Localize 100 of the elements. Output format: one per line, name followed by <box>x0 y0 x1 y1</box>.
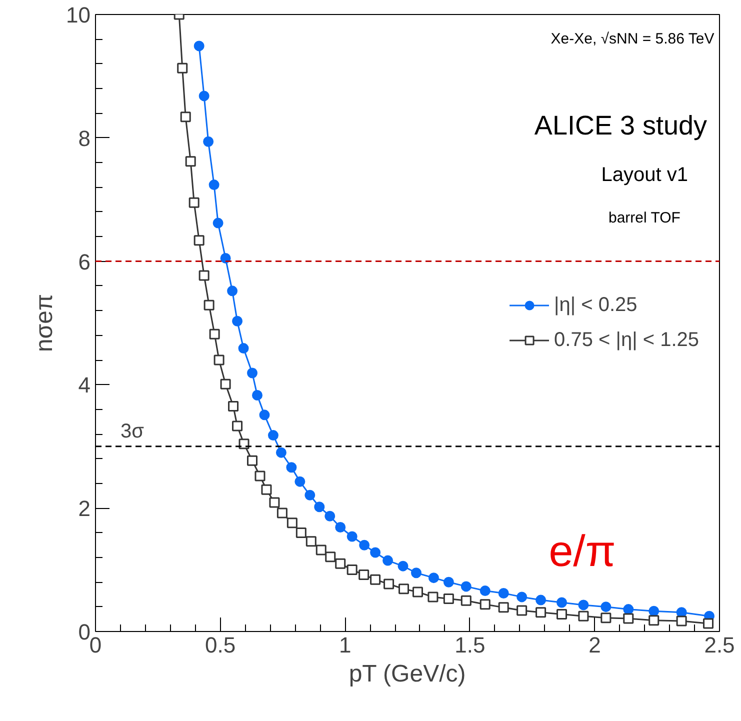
point <box>259 410 270 420</box>
point <box>252 390 262 400</box>
x-tick-label: 2 <box>588 632 601 658</box>
point <box>194 235 204 246</box>
point <box>247 368 258 378</box>
point <box>536 594 546 606</box>
point <box>443 594 454 604</box>
y-tick-label: 2 <box>78 496 91 522</box>
point <box>410 568 422 578</box>
x-tick-label: 1 <box>338 632 352 658</box>
y-tick-label: 10 <box>66 2 91 28</box>
point <box>268 430 278 441</box>
point <box>203 136 214 147</box>
ref-line-label: 3σ <box>120 420 145 442</box>
point <box>428 592 438 602</box>
point <box>286 518 298 528</box>
point <box>516 592 528 602</box>
annotation: ALICE 3 study <box>534 110 708 141</box>
point <box>600 602 612 612</box>
annotation: barrel TOF <box>608 210 680 227</box>
legend-label: 0.75 < |η| < 1.25 <box>554 328 699 352</box>
point <box>194 40 204 52</box>
point <box>238 343 249 354</box>
point <box>556 608 568 620</box>
point <box>220 252 231 264</box>
point <box>578 600 589 610</box>
legend-label: |η| < 0.25 <box>554 294 638 316</box>
point <box>335 558 346 569</box>
point <box>325 552 336 562</box>
point <box>398 560 408 572</box>
point <box>254 470 266 482</box>
point <box>370 574 381 585</box>
point <box>204 300 214 310</box>
point <box>358 569 370 580</box>
point <box>269 497 280 508</box>
point <box>460 595 472 606</box>
point <box>384 578 394 590</box>
y-tick-label: 8 <box>78 126 91 151</box>
point <box>306 536 316 547</box>
point <box>398 584 410 594</box>
point <box>214 354 224 366</box>
point <box>648 615 660 626</box>
point <box>238 438 250 450</box>
point <box>359 540 370 550</box>
point <box>556 597 568 608</box>
point <box>232 316 243 326</box>
point <box>232 420 243 432</box>
point <box>198 270 210 281</box>
point <box>185 156 196 167</box>
point <box>276 508 288 518</box>
x-tick-label: 0.5 <box>205 632 236 658</box>
point <box>370 547 381 558</box>
point <box>294 476 306 487</box>
point <box>443 576 454 588</box>
point <box>480 586 490 596</box>
point <box>304 490 316 500</box>
point <box>623 604 634 615</box>
point <box>460 581 472 592</box>
point <box>623 613 634 624</box>
point <box>578 610 589 622</box>
point <box>428 572 439 584</box>
x-tick-label: 2.5 <box>704 632 735 658</box>
point <box>247 455 258 466</box>
point <box>227 286 238 296</box>
point <box>198 90 210 102</box>
point <box>209 328 220 340</box>
annotation: Layout v1 <box>601 164 688 186</box>
point <box>220 378 231 390</box>
point <box>648 606 660 616</box>
y-tick-label: 4 <box>78 372 91 398</box>
point <box>286 462 297 473</box>
point <box>346 531 358 542</box>
point <box>480 599 490 610</box>
x-tick-label: 1.5 <box>454 632 486 658</box>
point <box>703 618 714 629</box>
point <box>180 112 191 122</box>
point <box>382 555 394 566</box>
annotation: Xe-Xe, √sNN = 5.86 TeV <box>550 30 714 48</box>
point <box>346 564 358 576</box>
point <box>498 588 509 598</box>
point <box>261 484 272 495</box>
point <box>188 197 200 208</box>
point <box>177 62 188 74</box>
x-axis-title: pT (GeV/c) <box>348 660 466 688</box>
point <box>314 502 325 512</box>
annotation: e/π <box>548 526 616 576</box>
point <box>600 612 612 624</box>
point <box>296 528 306 538</box>
point <box>412 586 423 598</box>
point <box>316 544 326 556</box>
point <box>516 605 528 616</box>
point <box>212 218 224 228</box>
y-tick-label: 6 <box>78 249 91 274</box>
point <box>536 607 546 618</box>
point <box>676 616 687 626</box>
point <box>498 602 509 613</box>
point <box>208 180 220 190</box>
point <box>276 447 286 458</box>
y-axis-title: nσeπ <box>31 294 58 352</box>
point <box>228 401 239 412</box>
